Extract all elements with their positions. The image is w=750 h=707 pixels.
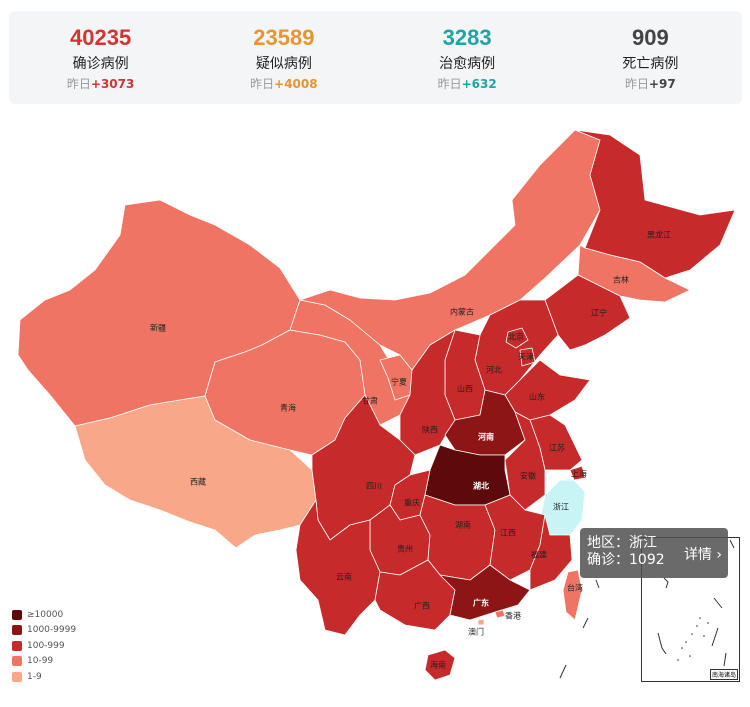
province-liaoning[interactable] xyxy=(544,274,631,351)
legend-label: ≥10000 xyxy=(27,609,64,620)
legend: ≥10000 1000-9999 100-999 10-99 1-9 xyxy=(12,607,76,685)
province-shanghai[interactable] xyxy=(569,465,586,481)
province-anhui[interactable] xyxy=(504,411,546,511)
inset-map xyxy=(657,539,735,667)
province-label: 甘肃 xyxy=(362,396,378,406)
suspected-label: 疑似病例 xyxy=(255,56,312,72)
province-label: 吉林 xyxy=(613,275,629,285)
province-label: 江西 xyxy=(500,528,516,538)
province-label: 浙江 xyxy=(553,502,569,512)
province-label: 澳门 xyxy=(468,627,484,637)
province-label: 西藏 xyxy=(190,477,206,487)
legend-swatch xyxy=(12,609,22,620)
province-label: 天津 xyxy=(518,352,534,362)
confirmed-count: 40235 xyxy=(70,25,132,50)
dead-count: 909 xyxy=(632,25,669,50)
province-fujian[interactable] xyxy=(529,514,573,591)
province-label: 广西 xyxy=(414,601,430,611)
province-jilin[interactable] xyxy=(577,244,691,303)
province-heilongjiang[interactable] xyxy=(574,129,736,279)
dead-delta: 昨日+97 xyxy=(624,77,676,91)
province-label: 四川 xyxy=(366,481,382,491)
province-label: 山东 xyxy=(529,392,545,402)
province-label: 河北 xyxy=(486,365,502,375)
province-label: 黑龙江 xyxy=(647,230,671,240)
suspected-count: 23589 xyxy=(253,25,315,50)
province-label: 新疆 xyxy=(150,323,166,333)
province-label: 上海 xyxy=(571,469,587,479)
province-hongkong[interactable] xyxy=(494,609,506,619)
province-label: 湖北 xyxy=(473,481,489,491)
province-label: 香港 xyxy=(505,611,521,621)
region-tooltip: 地区：浙江 确诊：1092 详情 › xyxy=(580,528,728,578)
province-label: 贵州 xyxy=(397,544,413,554)
coastline-lines xyxy=(559,579,600,679)
province-tianjin[interactable] xyxy=(519,347,536,367)
confirmed-delta: 昨日+3073 xyxy=(66,77,135,91)
province-guangdong[interactable] xyxy=(439,564,531,621)
province-label: 台湾 xyxy=(567,583,583,593)
china-map xyxy=(17,129,736,681)
province-label: 山西 xyxy=(457,384,473,394)
legend-item[interactable]: 100-999 xyxy=(12,638,76,654)
tooltip-region: 地区：浙江 xyxy=(587,535,657,551)
tooltip-confirmed: 确诊：1092 xyxy=(587,552,665,568)
cured-delta: 昨日+632 xyxy=(437,77,497,91)
legend-item[interactable]: 1-9 xyxy=(12,669,76,685)
province-label: 宁夏 xyxy=(391,377,407,387)
province-label: 辽宁 xyxy=(591,308,607,318)
province-label: 陕西 xyxy=(422,425,438,435)
legend-swatch xyxy=(12,656,22,667)
province-label: 重庆 xyxy=(404,498,420,508)
province-label: 江苏 xyxy=(549,443,565,453)
tooltip-text: 地区：浙江 确诊：1092 xyxy=(587,535,665,569)
legend-swatch xyxy=(12,640,22,651)
province-label: 海南 xyxy=(430,660,446,670)
province-label: 内蒙古 xyxy=(450,307,474,317)
stat-suspected: 23589 疑似病例 昨日+4008 xyxy=(192,11,375,104)
province-beijing[interactable] xyxy=(505,327,529,349)
stat-dead: 909 死亡病例 昨日+97 xyxy=(559,11,742,104)
province-macau[interactable] xyxy=(477,618,485,626)
stat-cured: 3283 治愈病例 昨日+632 xyxy=(376,11,559,104)
legend-swatch xyxy=(12,671,22,682)
province-label: 青海 xyxy=(280,403,296,413)
detail-button[interactable]: 详情 › xyxy=(683,547,722,563)
province-label: 湖南 xyxy=(455,520,471,530)
stats-panel: 40235 确诊病例 昨日+3073 23589 疑似病例 昨日+4008 32… xyxy=(9,11,742,104)
legend-swatch xyxy=(12,625,22,636)
province-label: 河南 xyxy=(478,432,494,442)
suspected-delta: 昨日+4008 xyxy=(250,77,318,91)
legend-item[interactable]: 1000-9999 xyxy=(12,623,76,639)
province-label: 安徽 xyxy=(520,471,536,481)
legend-label: 100-999 xyxy=(27,640,65,651)
inset-caption: 南海诸岛 xyxy=(709,669,738,680)
province-hainan[interactable] xyxy=(424,649,456,681)
confirmed-label: 确诊病例 xyxy=(72,56,129,72)
legend-item[interactable]: 10-99 xyxy=(12,654,76,670)
province-label: 福建 xyxy=(531,550,547,560)
cured-label: 治愈病例 xyxy=(439,56,496,72)
province-taiwan[interactable] xyxy=(562,569,583,621)
province-label: 云南 xyxy=(336,572,352,582)
legend-label: 1000-9999 xyxy=(27,625,77,636)
legend-label: 1-9 xyxy=(27,671,42,682)
province-label: 北京 xyxy=(508,332,524,342)
cured-count: 3283 xyxy=(442,25,492,50)
province-label: 广东 xyxy=(473,598,489,608)
legend-label: 10-99 xyxy=(27,656,54,667)
stat-confirmed: 40235 确诊病例 昨日+3073 xyxy=(9,11,192,104)
legend-item[interactable]: ≥10000 xyxy=(12,607,76,623)
dead-label: 死亡病例 xyxy=(622,56,679,72)
